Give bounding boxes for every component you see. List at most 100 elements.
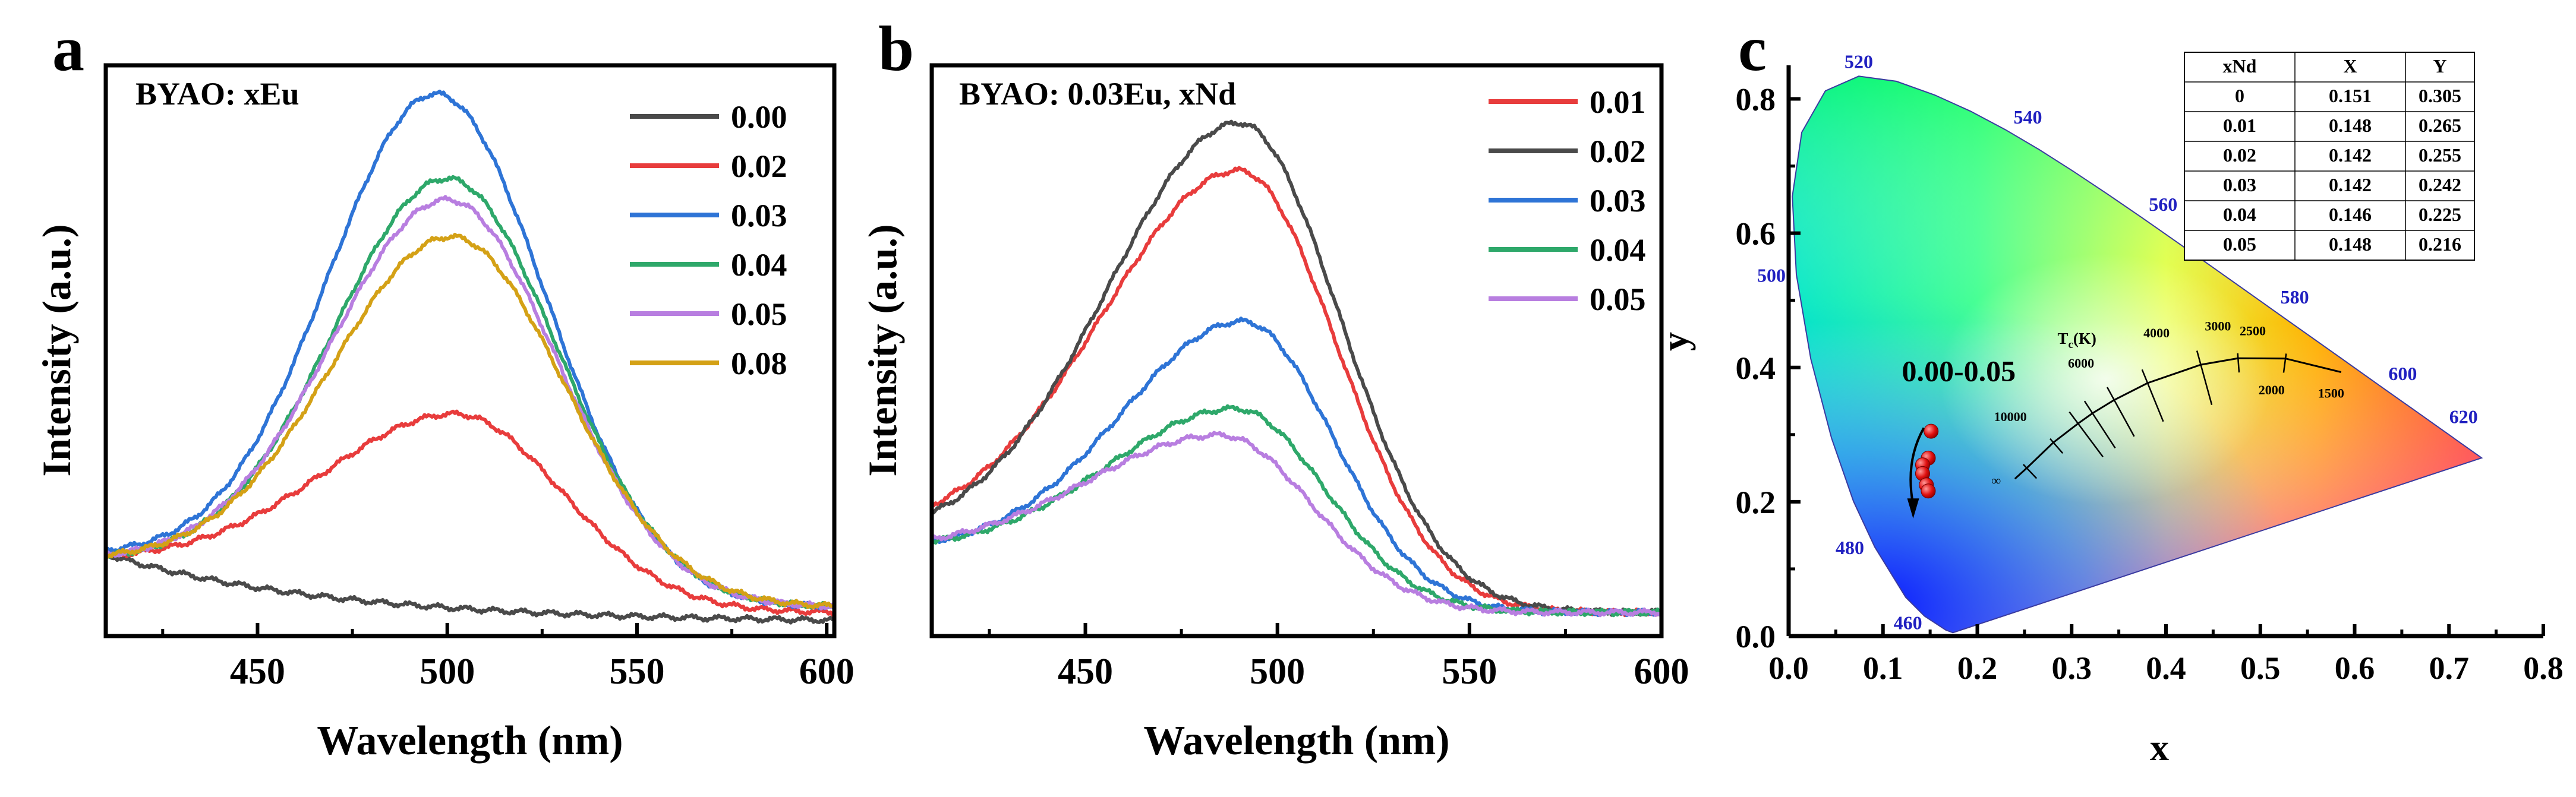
panel-c-y-tick-label: 0.0 <box>1736 619 1776 654</box>
table-cell: 0.305 <box>2419 85 2461 106</box>
panel-b: b BYAO: 0.03Eu, xNd Intensity (a.u.) Wav… <box>860 14 1689 764</box>
cie-coordinates-table: xNd X Y 0 0.151 0.305 0.01 0.148 0.265 0.02 0.142 0… <box>2184 52 2475 261</box>
panel-a-frame <box>103 63 837 638</box>
wavelength-label: 540 <box>2013 106 2042 128</box>
cct-label: 3000 <box>2205 319 2231 334</box>
table-cell: 0 <box>2235 85 2244 106</box>
panel-a: a BYAO: xEu Intensity (a.u.) Wavelength … <box>34 14 855 764</box>
panel-a-series-0.05 <box>106 195 834 611</box>
panel-b-series-0.03 <box>932 317 1661 618</box>
cct-label: 6000 <box>2068 356 2094 371</box>
panel-b-x-tick-label: 500 <box>1250 651 1305 692</box>
panel-b-title: BYAO: 0.03Eu, xNd <box>959 76 1236 112</box>
panel-a-legend-label: 0.00 <box>731 99 787 135</box>
panel-c-y-tick-label: 0.6 <box>1736 216 1776 252</box>
cct-label: 2500 <box>2240 323 2266 338</box>
cct-label: 1500 <box>2318 386 2344 401</box>
trend-arrow-head <box>1907 498 1919 519</box>
isotherm-tick <box>2069 411 2104 458</box>
panel-b-x-tick-label: 450 <box>1058 651 1113 692</box>
wavelength-label: 600 <box>2388 363 2417 384</box>
panel-b-x-tick-label: 550 <box>1442 651 1497 692</box>
points-label: 0.00-0.05 <box>1902 354 2016 387</box>
table-cell: 0.148 <box>2329 115 2372 136</box>
panel-b-legend-label: 0.03 <box>1590 183 1646 219</box>
panel-b-legend-label: 0.05 <box>1590 282 1646 317</box>
panel-a-x-tick-label: 600 <box>799 651 855 692</box>
panel-a-title: BYAO: xEu <box>135 76 299 112</box>
table-cell: 0.255 <box>2419 144 2461 166</box>
isotherm-tick <box>2282 353 2287 373</box>
panel-b-series-0.02 <box>932 119 1661 617</box>
panel-a-series-0.08 <box>106 232 834 609</box>
table-cell: 0.01 <box>2223 115 2256 136</box>
table-header-cell: X <box>2343 55 2357 77</box>
panel-a-legend-label: 0.02 <box>731 148 787 184</box>
table-cell: 0.265 <box>2419 115 2461 136</box>
isotherm-tick <box>2237 353 2240 373</box>
isotherm-tick <box>2141 369 2164 422</box>
panel-c-x-tick-label: 0.6 <box>2335 650 2375 686</box>
table-header-cell: Y <box>2433 55 2446 77</box>
panel-b-legend-label: 0.02 <box>1590 134 1646 169</box>
panel-a-series-0.03 <box>106 89 834 611</box>
panel-c-y-tick-label: 0.4 <box>1736 350 1776 386</box>
panel-a-x-tick-label: 450 <box>230 651 285 692</box>
table-cell: 0.05 <box>2223 233 2256 255</box>
cct-title: Tc(K) <box>2057 330 2096 351</box>
cie-point <box>1924 423 1939 439</box>
wavelength-label: 500 <box>1757 264 1786 286</box>
table-header-cell: xNd <box>2223 55 2257 77</box>
table-cell: 0.151 <box>2329 85 2372 106</box>
cct-label: ∞ <box>1991 473 2001 488</box>
panel-c-x-tick-label: 0.2 <box>1957 650 1998 686</box>
panel-a-letter: a <box>52 14 84 84</box>
isotherm-tick <box>2023 464 2038 479</box>
cct-label: 4000 <box>2143 325 2170 340</box>
isotherm-tick <box>2083 400 2116 449</box>
table-cell: 0.146 <box>2329 204 2372 225</box>
panel-b-x-label: Wavelength (nm) <box>1143 718 1449 764</box>
isotherm-tick <box>2196 350 2213 405</box>
panel-c-letter: c <box>1738 14 1767 84</box>
panel-a-legend-label: 0.05 <box>731 296 787 332</box>
panel-c-y-tick-label: 0.2 <box>1736 485 1776 520</box>
panel-a-x-tick-label: 550 <box>609 651 664 692</box>
panel-c-x-tick-label: 0.1 <box>1863 650 1903 686</box>
panel-c: c y x 460 480 500 520 540 560 580 600 620 10000 6… <box>1654 14 2564 768</box>
panel-b-series-0.01 <box>932 166 1661 618</box>
panel-c-x-tick-label: 0.8 <box>2523 650 2564 686</box>
panel-a-legend-label: 0.03 <box>731 198 787 233</box>
isotherm-tick <box>2106 387 2135 437</box>
table-frame <box>2184 52 2475 261</box>
panel-c-x-tick-label: 0.5 <box>2240 650 2281 686</box>
table-cell: 0.03 <box>2223 174 2256 195</box>
panel-a-legend-label: 0.08 <box>731 346 787 381</box>
panel-a-legend-label: 0.04 <box>731 247 787 283</box>
table-cell: 0.216 <box>2419 233 2461 255</box>
panel-b-legend-label: 0.04 <box>1590 232 1646 268</box>
wavelength-label: 560 <box>2149 194 2177 215</box>
panel-c-x-tick-label: 0.4 <box>2146 650 2186 686</box>
table-cell: 0.02 <box>2223 144 2256 166</box>
spectral-locus-outline <box>1792 75 2483 634</box>
cct-label: 2000 <box>2259 382 2285 397</box>
panel-a-x-label: Wavelength (nm) <box>317 718 623 764</box>
panel-b-y-label: Intensity (a.u.) <box>860 224 905 476</box>
panel-c-x-label: x <box>2150 726 2169 768</box>
panel-a-series-0.00 <box>106 552 834 625</box>
panel-c-x-tick-label: 0.3 <box>2052 650 2092 686</box>
panel-b-frame <box>929 63 1664 638</box>
panel-a-series-0.02 <box>106 409 834 617</box>
panel-b-x-tick-label: 600 <box>1634 651 1689 692</box>
panel-b-legend-label: 0.01 <box>1590 84 1646 120</box>
table-cell: 0.142 <box>2329 174 2372 195</box>
panel-a-x-tick-label: 500 <box>420 651 475 692</box>
panel-b-series-0.05 <box>932 431 1661 618</box>
cie-point <box>1921 483 1936 499</box>
panel-c-y-label: y <box>1654 332 1696 351</box>
wavelength-label: 580 <box>2281 286 2309 308</box>
wavelength-label: 520 <box>1844 50 1873 72</box>
wavelength-label: 620 <box>2449 406 2478 427</box>
